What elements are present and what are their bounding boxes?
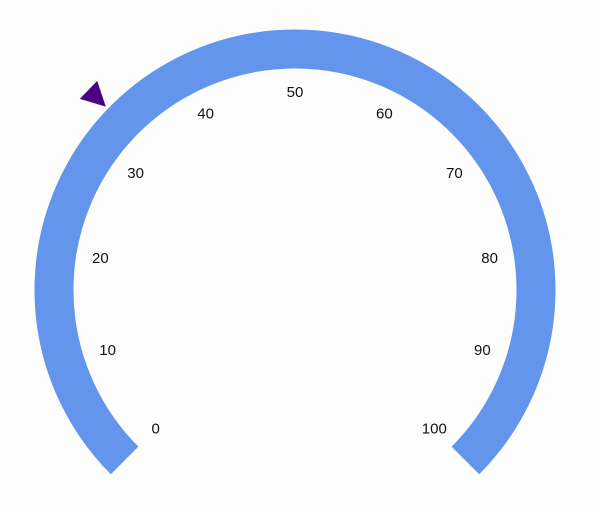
gauge-range-band	[34, 29, 556, 475]
gauge-tick-label: 50	[287, 84, 304, 101]
gauge-tick-label: 60	[376, 105, 393, 122]
gauge-tick-label: 0	[152, 420, 160, 437]
gauge-tick-label: 10	[99, 342, 116, 359]
gauge-tick-label: 90	[474, 342, 491, 359]
gauge-axis-labels: 0 10 20 30 40 50 60 70 80 90 100	[92, 84, 498, 437]
gauge-tick-label: 70	[446, 165, 463, 182]
gauge-tick-label: 30	[127, 165, 144, 182]
gauge-tick-label: 100	[422, 420, 447, 437]
gauge-tick-label: 40	[197, 105, 214, 122]
gauge-tick-label: 20	[92, 250, 109, 267]
triangle-marker-icon[interactable]	[79, 80, 106, 107]
gauge-tick-label: 80	[481, 250, 498, 267]
